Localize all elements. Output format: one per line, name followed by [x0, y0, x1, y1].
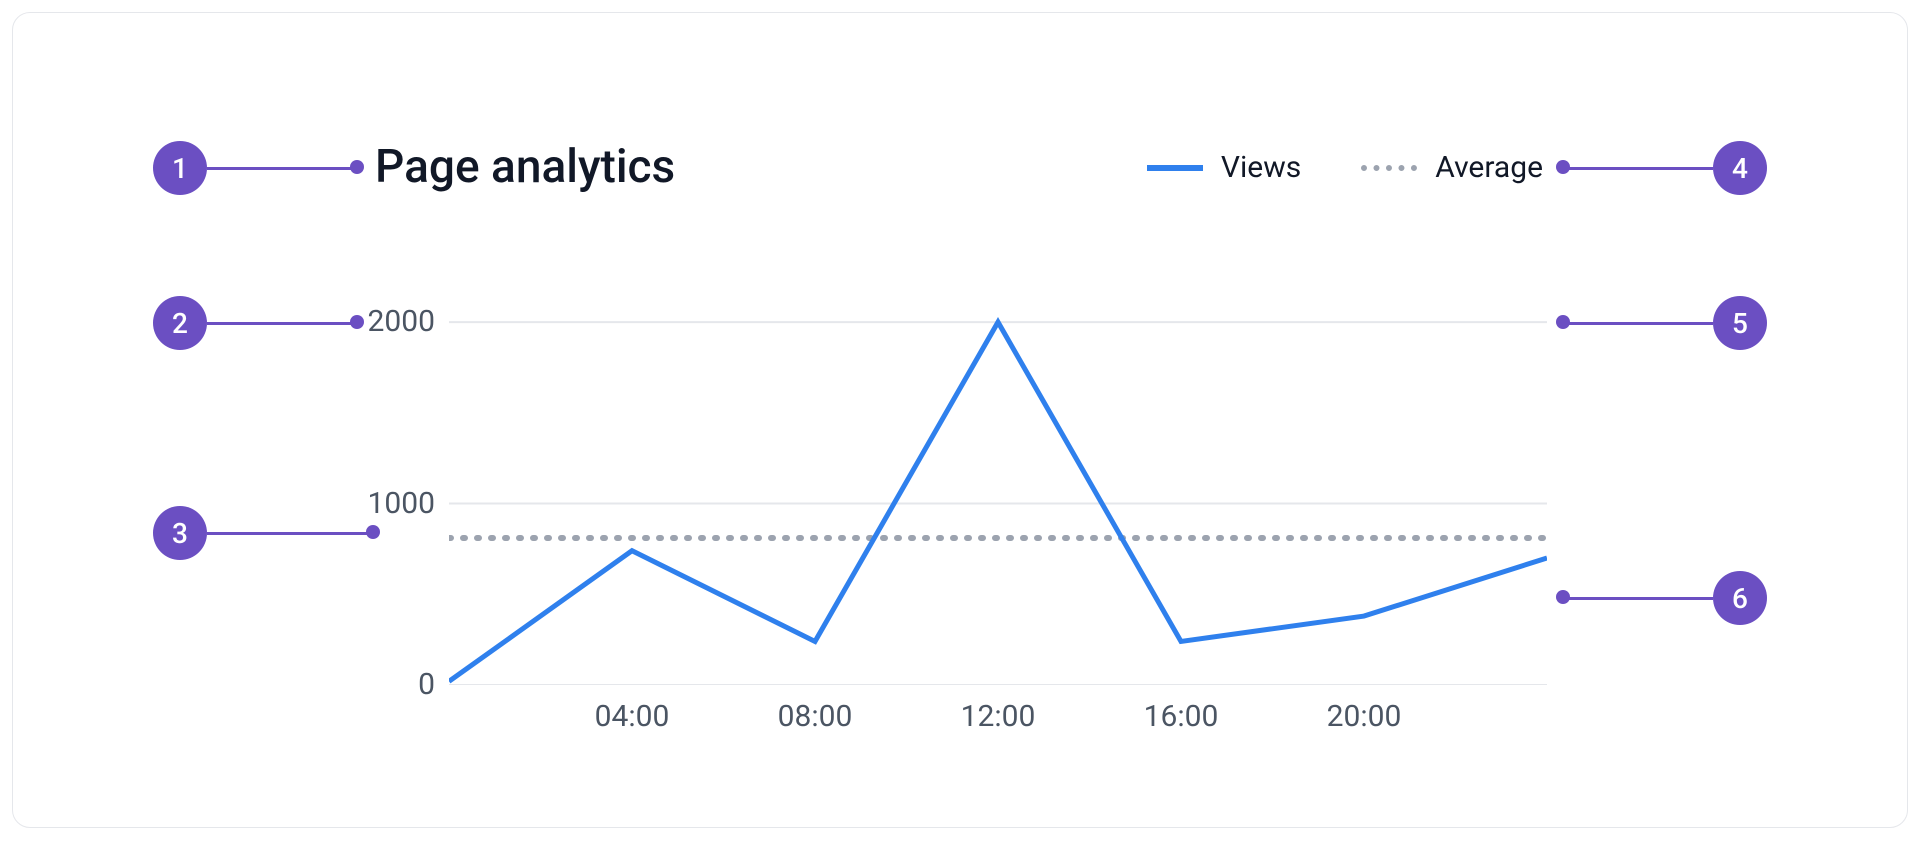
- legend-label: Average: [1435, 150, 1543, 185]
- legend-item-average: Average: [1361, 150, 1543, 185]
- y-tick-label: 0: [345, 667, 435, 702]
- callout-badge: 1: [153, 141, 207, 195]
- callout-lead: [1563, 167, 1713, 170]
- x-tick-label: 20:00: [1327, 699, 1402, 734]
- callout-1: 1: [153, 141, 357, 195]
- callout-end-dot: [366, 525, 380, 539]
- chart-title: Page analytics: [375, 140, 675, 194]
- callout-2: 2: [153, 296, 357, 350]
- x-tick-label: 12:00: [961, 699, 1036, 734]
- callout-lead: [1563, 597, 1713, 600]
- legend-item-views: Views: [1147, 150, 1301, 185]
- callout-lead: [207, 322, 357, 325]
- views-line: [449, 322, 1547, 681]
- callout-end-dot: [350, 160, 364, 174]
- legend-swatch-line: [1147, 165, 1203, 171]
- callout-5: 5: [1563, 296, 1767, 350]
- chart-card: Page analytics ViewsAverage 010002000 04…: [12, 12, 1908, 828]
- callout-end-dot: [1556, 590, 1570, 604]
- callout-badge: 5: [1713, 296, 1767, 350]
- callout-badge: 2: [153, 296, 207, 350]
- x-tick-label: 08:00: [778, 699, 853, 734]
- callout-lead: [207, 167, 357, 170]
- legend-swatch-dotted: [1361, 165, 1417, 171]
- callout-4: 4: [1563, 141, 1767, 195]
- callout-end-dot: [1556, 160, 1570, 174]
- callout-6: 6: [1563, 571, 1767, 625]
- callout-badge: 6: [1713, 571, 1767, 625]
- line-chart-plot: [449, 313, 1547, 685]
- callout-end-dot: [350, 315, 364, 329]
- x-tick-label: 16:00: [1144, 699, 1219, 734]
- callout-badge: 3: [153, 506, 207, 560]
- chart-legend: Views Average: [1147, 150, 1543, 185]
- legend-label: Views: [1221, 150, 1301, 185]
- callout-lead: [1563, 322, 1713, 325]
- x-tick-label: 04:00: [595, 699, 670, 734]
- callout-lead: [207, 532, 373, 535]
- callout-badge: 4: [1713, 141, 1767, 195]
- callout-3: 3: [153, 506, 373, 560]
- callout-end-dot: [1556, 315, 1570, 329]
